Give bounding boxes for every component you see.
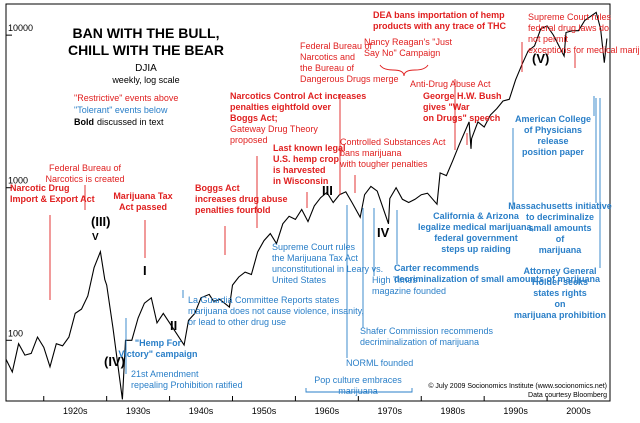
y-tick-label-100: 100 xyxy=(8,328,23,338)
x-tick-label-2000s: 2000s xyxy=(566,406,591,416)
credits: © July 2009 Socionomics Institute (www.s… xyxy=(428,382,607,399)
credit-copyright: © July 2009 Socionomics Institute (www.s… xyxy=(428,382,607,390)
y-axis: 10000 1000 100 xyxy=(6,23,33,341)
wave-label-iv-paren: (IV) xyxy=(104,354,125,369)
annot-csa: Controlled Substances Act bans marijuana w… xyxy=(339,137,446,169)
annot-fbn-created: Federal Bureau of Narcotics is created xyxy=(45,163,124,184)
annot-boggs-act: Boggs Act increases drug abuse penalties f… xyxy=(195,183,288,215)
annot-marijuana-tax-act: Marijuana Tax Act passed xyxy=(113,191,172,212)
annot-acp: American College of Physicians release posi… xyxy=(515,114,591,157)
annot-california-arizona: California & Arizona legalize medical mar… xyxy=(418,211,534,254)
x-tick-label-1950s: 1950s xyxy=(252,406,277,416)
scale-note: weekly, log scale xyxy=(111,75,179,85)
annot-narcotic-drug-act: Narcotic Drug Import & Export Act xyxy=(10,183,95,204)
wave-label-iv: IV xyxy=(377,225,390,240)
roman-labels: (III) V I II (IV) III IV (V) xyxy=(91,51,549,369)
annot-holder: Attorney General Holder seeks states right… xyxy=(514,266,606,320)
annot-high-times: High Times magazine founded xyxy=(372,275,446,296)
annot-norml: NORML founded xyxy=(346,358,413,368)
tolerant-arrows xyxy=(125,96,601,393)
x-tick-label-1970s: 1970s xyxy=(378,406,403,416)
series-name: DJIA xyxy=(135,63,157,74)
annot-21st-amendment: 21st Amendment repealing Prohibition rati… xyxy=(131,369,243,390)
annot-leary: Supreme Court rules the Marijuana Tax Act… xyxy=(272,242,383,285)
wave-label-iii-paren: (III) xyxy=(91,214,111,229)
wave-label-v-small: V xyxy=(92,232,99,243)
restrictive-arrows xyxy=(49,42,576,300)
legend-bold: Bold discussed in text xyxy=(74,117,164,127)
wave-label-iii: III xyxy=(322,183,333,198)
x-tick-label-1930s: 1930s xyxy=(126,406,151,416)
x-tick-label-1980s: 1980s xyxy=(440,406,465,416)
annot-supreme-court-federal: Supreme Court rules federal drug laws do n… xyxy=(528,12,640,55)
annot-la-guardia: La Guardia Committee Reports states marij… xyxy=(188,295,364,327)
wave-label-ii: II xyxy=(170,318,177,333)
chart-title-line2: CHILL WITH THE BEAR xyxy=(68,42,224,58)
annot-carter: Carter recommends decriminalization of sm… xyxy=(394,263,601,284)
bracket-pop-culture xyxy=(305,388,413,393)
brace-just-say-no xyxy=(379,64,429,77)
plot-frame xyxy=(5,3,611,402)
annot-narcotics-control-act: Narcotics Control Act increases penalties… xyxy=(230,91,366,145)
credit-data-source: Data courtesy Bloomberg xyxy=(528,392,607,399)
legend-bold-word: Bold xyxy=(74,117,94,127)
annot-war-on-drugs: George H.W. Bush gives "War on Drugs" spee… xyxy=(423,91,502,123)
annot-anti-drug-abuse-act: Anti-Drug Abuse Act xyxy=(410,79,491,89)
djia-series-line xyxy=(5,11,608,400)
legend-bold-rest: discussed in text xyxy=(97,117,164,127)
y-tick-label-1000: 1000 xyxy=(8,176,28,186)
annot-pop-culture: Pop culture embraces marijuana xyxy=(314,375,402,396)
x-tick-label-1920s: 1920s xyxy=(63,406,88,416)
annotation-arrows xyxy=(49,42,601,393)
legend-tolerant: "Tolerant" events below xyxy=(74,105,168,115)
annot-just-say-no: Nancy Reagan's "Just Say No" Campaign xyxy=(364,37,452,58)
annot-dea-hemp-ban: DEA bans importation of hemp products wit… xyxy=(373,10,507,31)
annot-massachusetts: Massachusetts initiative to decriminalize… xyxy=(508,201,612,255)
annot-last-hemp-crop: Last known legal U.S. hemp crop is harvest… xyxy=(273,143,346,186)
annot-hemp-for-victory: "Hemp For Victory" campaign xyxy=(118,338,197,359)
x-tick-label-1960s: 1960s xyxy=(315,406,340,416)
annot-fbn-bdd-merge: Federal Bureau of Narcotics and the Bureau… xyxy=(300,41,399,84)
legend-restrictive: "Restrictive" events above xyxy=(74,93,178,103)
chart-title-line1: BAN WITH THE BULL, xyxy=(73,25,220,41)
title-block: BAN WITH THE BULL, CHILL WITH THE BEAR D… xyxy=(68,25,224,127)
tolerant-annotations: 21st Amendment repealing Prohibition rati… xyxy=(118,114,611,396)
x-axis: 1920s 1930s 1940s 1950s 1960s 1970s 1980s 1990s… xyxy=(43,396,611,416)
restrictive-annotations: Federal Bureau of Narcotics is created Na… xyxy=(10,10,640,215)
wave-label-v-paren: (V) xyxy=(532,51,549,66)
x-tick-label-1940s: 1940s xyxy=(189,406,214,416)
wave-label-i: I xyxy=(143,263,147,278)
x-tick-label-1990s: 1990s xyxy=(503,406,528,416)
annot-shafer: Shafer Commission recommends decriminaliz… xyxy=(360,326,494,347)
y-tick-label-10000: 10000 xyxy=(8,23,33,33)
